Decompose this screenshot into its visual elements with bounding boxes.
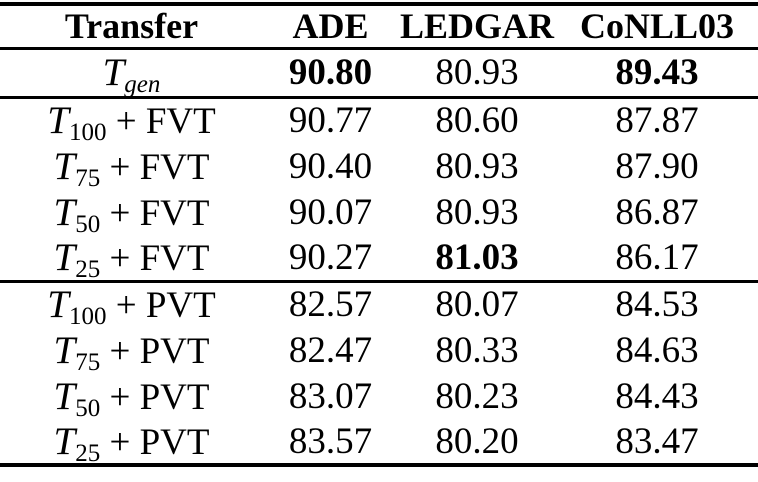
score-cell: 80.93 xyxy=(435,191,519,233)
task-set-symbol: T xyxy=(102,51,125,94)
score-cell: 80.33 xyxy=(435,329,519,371)
transfer-method-suffix: + FVT xyxy=(100,237,210,279)
transfer-method-suffix: + PVT xyxy=(100,376,210,418)
transfer-method-suffix: + PVT xyxy=(106,285,216,327)
score-cell: 81.03 xyxy=(435,236,519,278)
transfer-method-suffix: + PVT xyxy=(100,421,210,463)
transfer-method-suffix: + FVT xyxy=(100,146,210,188)
score-cell: 80.23 xyxy=(435,375,519,417)
transfer-label: Tgen xyxy=(0,48,263,97)
score-cell: 80.93 xyxy=(435,52,519,93)
task-set-subscript: 75 xyxy=(75,164,101,192)
score-cell: 86.17 xyxy=(615,236,699,278)
task-set-symbol: T xyxy=(53,374,76,418)
header-row: Transfer ADE LEDGAR CoNLL03 xyxy=(0,4,758,48)
score-cell: 80.60 xyxy=(435,100,519,142)
score-cell: 87.87 xyxy=(615,100,699,142)
score-cell: 84.63 xyxy=(615,329,699,371)
score-cell: 84.43 xyxy=(615,375,699,417)
table-row: T100 + PVT 82.57 80.07 84.53 xyxy=(0,281,758,331)
column-header-ade: ADE xyxy=(292,6,369,47)
table-row: T75 + PVT 82.47 80.33 84.63 xyxy=(0,327,758,376)
task-set-subscript: 50 xyxy=(75,210,101,238)
score-cell: 89.43 xyxy=(615,52,699,93)
score-cell: 83.57 xyxy=(288,420,373,462)
table-body: Tgen 90.80 80.93 89.43 T100 + FVT 90.77 80.60 8… xyxy=(0,48,758,467)
score-cell: 90.80 xyxy=(288,52,373,93)
table-row: T75 + FVT 90.40 80.93 87.90 xyxy=(0,143,758,192)
table-row: T100 + FVT 90.77 80.60 87.87 xyxy=(0,97,758,147)
task-set-symbol: T xyxy=(53,235,76,279)
table-row: T50 + FVT 90.07 80.93 86.87 xyxy=(0,189,758,238)
transfer-label: T100 + PVT xyxy=(0,281,263,331)
score-cell: 80.07 xyxy=(435,284,519,326)
transfer-method-suffix: + PVT xyxy=(100,330,210,372)
task-set-subscript: 25 xyxy=(75,439,101,467)
task-set-symbol: T xyxy=(53,190,76,234)
transfer-label: T100 + FVT xyxy=(0,97,263,147)
column-header-conll03: CoNLL03 xyxy=(579,6,735,47)
task-set-subscript: 75 xyxy=(75,348,101,376)
transfer-method-suffix: + FVT xyxy=(106,101,216,143)
score-cell: 83.47 xyxy=(615,420,699,462)
task-set-subscript: 25 xyxy=(75,255,101,283)
score-cell: 80.93 xyxy=(435,145,519,187)
transfer-method-suffix: + FVT xyxy=(100,192,210,234)
task-set-symbol: T xyxy=(47,283,69,327)
column-header-transfer: Transfer xyxy=(64,6,199,47)
transfer-label: T50 + FVT xyxy=(0,189,263,238)
score-cell: 82.57 xyxy=(288,284,373,326)
score-cell: 90.40 xyxy=(288,145,373,187)
score-cell: 90.77 xyxy=(288,100,373,142)
score-cell: 87.90 xyxy=(615,145,699,187)
table-row: Tgen 90.80 80.93 89.43 xyxy=(0,48,758,97)
task-set-symbol: T xyxy=(53,419,76,463)
table-row: T25 + PVT 83.57 80.20 83.47 xyxy=(0,419,758,467)
transfer-label: T75 + PVT xyxy=(0,327,263,376)
task-set-symbol: T xyxy=(53,144,76,188)
task-set-symbol: T xyxy=(47,99,69,143)
transfer-label: T25 + FVT xyxy=(0,235,263,283)
transfer-label: T75 + FVT xyxy=(0,143,263,192)
score-cell: 84.53 xyxy=(615,284,699,326)
score-cell: 80.20 xyxy=(435,420,519,462)
task-set-symbol: T xyxy=(53,328,76,372)
table-row: T50 + PVT 83.07 80.23 84.43 xyxy=(0,373,758,422)
task-set-subscript: gen xyxy=(124,71,161,98)
transfer-results-table: Transfer ADE LEDGAR CoNLL03 Tgen 90.80 80.… xyxy=(0,2,758,467)
transfer-label: T50 + PVT xyxy=(0,373,263,422)
score-cell: 86.87 xyxy=(615,191,699,233)
transfer-label: T25 + PVT xyxy=(0,419,263,467)
table-row: T25 + FVT 90.27 81.03 86.17 xyxy=(0,235,758,283)
task-set-subscript: 100 xyxy=(68,303,107,331)
task-set-subscript: 100 xyxy=(68,119,107,147)
score-cell: 82.47 xyxy=(288,329,373,371)
task-set-subscript: 50 xyxy=(75,394,101,422)
score-cell: 90.07 xyxy=(288,191,373,233)
score-cell: 83.07 xyxy=(288,375,373,417)
column-header-ledgar: LEDGAR xyxy=(399,6,555,47)
score-cell: 90.27 xyxy=(288,236,373,278)
